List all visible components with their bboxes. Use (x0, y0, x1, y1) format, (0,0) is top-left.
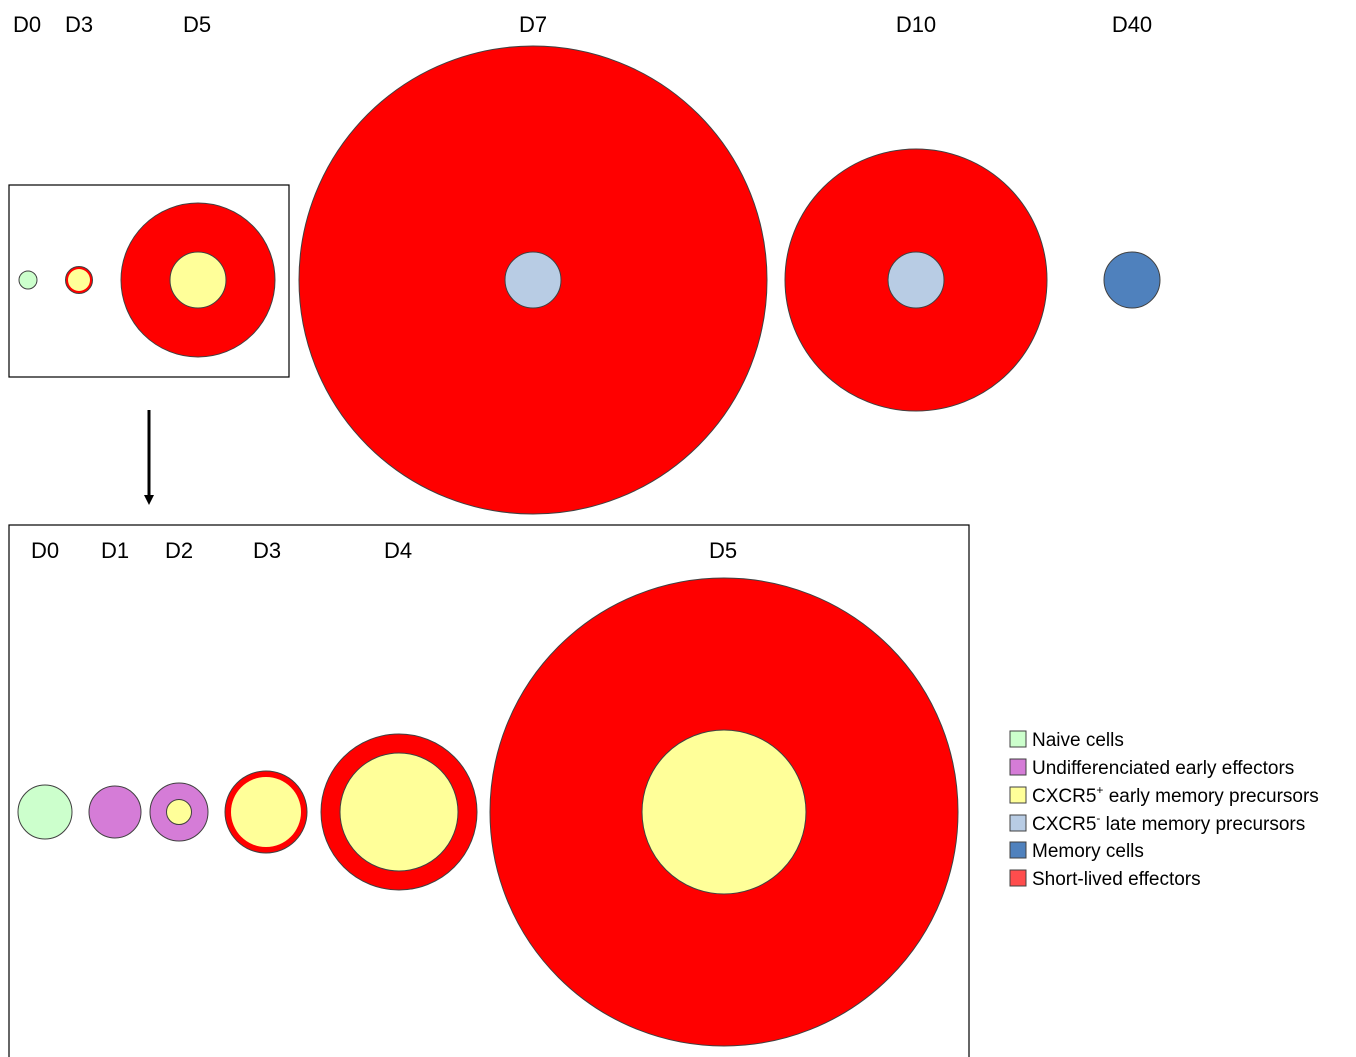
legend-label-naive: Naive cells (1032, 730, 1124, 751)
top-day-label-d10: D10 (896, 12, 936, 37)
top-d10-cxcr5-neg-core (888, 252, 944, 308)
bottom-day-label-d2: D2 (165, 538, 193, 563)
bottom-panel: D0 D1 D2 D3 D4 D5 (9, 525, 969, 1057)
top-d40-memory-cell (1104, 252, 1160, 308)
bottom-d3-cxcr5-pos-core (231, 777, 301, 847)
legend: Naive cells Undifferenciated early effec… (1010, 730, 1319, 890)
legend-item-memory: Memory cells (1010, 841, 1144, 862)
legend-item-naive: Naive cells (1010, 730, 1124, 751)
top-d0-naive-cell (19, 271, 37, 289)
legend-swatch-cxcr5-pos (1010, 787, 1026, 803)
legend-item-effector: Short-lived effectors (1010, 869, 1201, 890)
bottom-d1-undiff-cell (89, 786, 141, 838)
legend-label-memory: Memory cells (1032, 841, 1144, 862)
bottom-d4-cxcr5-pos-core (340, 753, 458, 871)
bottom-d2-cxcr5-pos-core (167, 800, 192, 825)
top-d3-cxcr5-pos-core (68, 269, 90, 291)
top-day-label-d0: D0 (13, 12, 41, 37)
legend-label-cxcr5-neg: CXCR5- late memory precursors (1032, 811, 1305, 835)
top-day-label-d7: D7 (519, 12, 547, 37)
top-day-label-d5: D5 (183, 12, 211, 37)
top-d7-cxcr5-neg-core (505, 252, 561, 308)
legend-swatch-effector (1010, 870, 1026, 886)
bottom-d0-naive-cell (18, 785, 72, 839)
legend-swatch-cxcr5-neg (1010, 815, 1026, 831)
bottom-d5-cxcr5-pos-core (642, 730, 806, 894)
bottom-day-label-d4: D4 (384, 538, 412, 563)
legend-label-effector: Short-lived effectors (1032, 869, 1201, 890)
top-panel: D0 D3 D5 D7 D10 D40 (9, 12, 1160, 514)
top-day-label-d3: D3 (65, 12, 93, 37)
bottom-day-label-d3: D3 (253, 538, 281, 563)
legend-swatch-memory (1010, 842, 1026, 858)
legend-label-cxcr5-pos: CXCR5+ early memory precursors (1032, 783, 1319, 807)
legend-label-undiff: Undifferenciated early effectors (1032, 758, 1294, 779)
bottom-day-label-d1: D1 (101, 538, 129, 563)
legend-item-cxcr5-pos: CXCR5+ early memory precursors (1010, 783, 1319, 807)
legend-swatch-undiff (1010, 759, 1026, 775)
top-day-label-d40: D40 (1112, 12, 1152, 37)
legend-item-undiff: Undifferenciated early effectors (1010, 758, 1294, 779)
legend-swatch-naive (1010, 731, 1026, 747)
top-d5-cxcr5-pos-core (170, 252, 226, 308)
bottom-day-label-d0: D0 (31, 538, 59, 563)
legend-item-cxcr5-neg: CXCR5- late memory precursors (1010, 811, 1305, 835)
bottom-day-label-d5: D5 (709, 538, 737, 563)
